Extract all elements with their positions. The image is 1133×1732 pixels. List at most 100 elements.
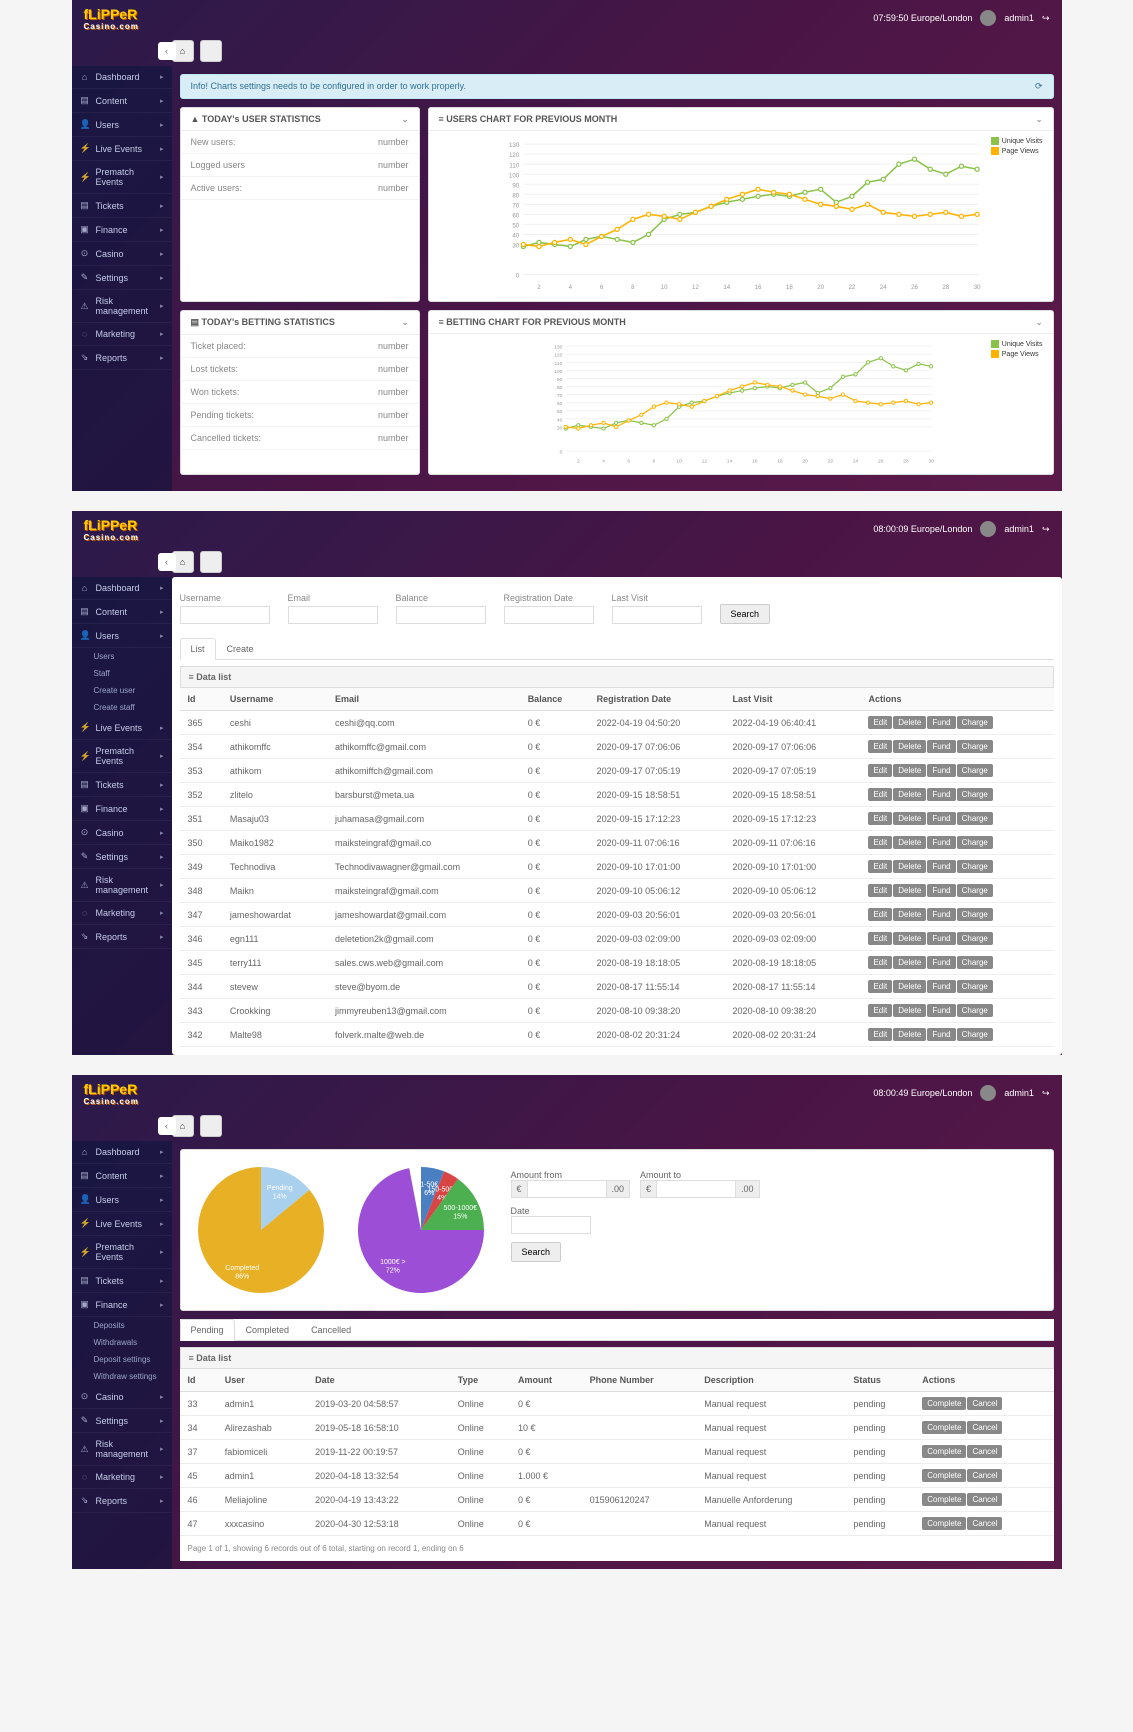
- fund-button[interactable]: Fund: [927, 764, 955, 777]
- col-header[interactable]: Amount: [510, 1369, 582, 1392]
- col-header[interactable]: Actions: [914, 1369, 1053, 1392]
- col-header[interactable]: Registration Date: [589, 688, 725, 711]
- nav-reports[interactable]: ⇘Reports▸: [72, 925, 172, 949]
- edit-button[interactable]: Edit: [868, 812, 892, 825]
- charge-button[interactable]: Charge: [957, 1004, 993, 1017]
- nav-marketing[interactable]: ◌Marketing▸: [72, 323, 172, 346]
- tab-cancelled[interactable]: Cancelled: [300, 1319, 362, 1340]
- cancel-button[interactable]: Cancel: [967, 1445, 1002, 1458]
- avatar-icon[interactable]: [980, 521, 996, 537]
- delete-button[interactable]: Delete: [893, 884, 926, 897]
- nav-content[interactable]: ▤Content▸: [72, 89, 172, 113]
- delete-button[interactable]: Delete: [893, 740, 926, 753]
- fund-button[interactable]: Fund: [927, 860, 955, 873]
- cancel-button[interactable]: Cancel: [967, 1469, 1002, 1482]
- nav-prematch-events[interactable]: ⚡Prematch Events▸: [72, 740, 172, 773]
- nav-sub-withdrawals[interactable]: Withdrawals: [72, 1334, 172, 1351]
- delete-button[interactable]: Delete: [893, 716, 926, 729]
- charge-button[interactable]: Charge: [957, 932, 993, 945]
- edit-button[interactable]: Edit: [868, 788, 892, 801]
- delete-button[interactable]: Delete: [893, 1004, 926, 1017]
- nav-sub-deposit-settings[interactable]: Deposit settings: [72, 1351, 172, 1368]
- sidebar-collapse[interactable]: ‹: [158, 553, 176, 571]
- cancel-button[interactable]: Cancel: [967, 1493, 1002, 1506]
- nav-finance[interactable]: ▣Finance▸: [72, 1293, 172, 1317]
- nav-marketing[interactable]: ◌Marketing▸: [72, 1466, 172, 1489]
- edit-button[interactable]: Edit: [868, 980, 892, 993]
- nav-prematch-events[interactable]: ⚡Prematch Events▸: [72, 1236, 172, 1269]
- search-button[interactable]: Search: [720, 604, 771, 624]
- charge-button[interactable]: Charge: [957, 860, 993, 873]
- nav-dashboard[interactable]: ⌂Dashboard▸: [72, 66, 172, 89]
- nav-users[interactable]: 👤Users▸: [72, 1188, 172, 1212]
- nav-content[interactable]: ▤Content▸: [72, 1164, 172, 1188]
- delete-button[interactable]: Delete: [893, 836, 926, 849]
- fund-button[interactable]: Fund: [927, 1004, 955, 1017]
- edit-button[interactable]: Edit: [868, 932, 892, 945]
- fund-button[interactable]: Fund: [927, 788, 955, 801]
- avatar-icon[interactable]: [980, 1085, 996, 1101]
- chevron-down-icon[interactable]: ⌄: [402, 115, 409, 124]
- edit-button[interactable]: Edit: [868, 860, 892, 873]
- edit-button[interactable]: Edit: [868, 884, 892, 897]
- nav-dashboard[interactable]: ⌂Dashboard▸: [72, 1141, 172, 1164]
- cancel-button[interactable]: Cancel: [967, 1517, 1002, 1530]
- edit-button[interactable]: Edit: [868, 1028, 892, 1041]
- fund-button[interactable]: Fund: [927, 836, 955, 849]
- nav-tickets[interactable]: ▤Tickets▸: [72, 1269, 172, 1293]
- delete-button[interactable]: Delete: [893, 980, 926, 993]
- complete-button[interactable]: Complete: [922, 1493, 966, 1506]
- delete-button[interactable]: Delete: [893, 932, 926, 945]
- logo[interactable]: fLiPPeRCasino.com: [84, 517, 139, 542]
- crumb-2[interactable]: [200, 1115, 222, 1137]
- charge-button[interactable]: Charge: [957, 812, 993, 825]
- edit-button[interactable]: Edit: [868, 956, 892, 969]
- nav-dashboard[interactable]: ⌂Dashboard▸: [72, 577, 172, 600]
- charge-button[interactable]: Charge: [957, 764, 993, 777]
- filter-email[interactable]: [288, 606, 378, 624]
- nav-sub-create-user[interactable]: Create user: [72, 682, 172, 699]
- nav-sub-withdraw-settings[interactable]: Withdraw settings: [72, 1368, 172, 1385]
- col-header[interactable]: Phone Number: [582, 1369, 697, 1392]
- col-header[interactable]: User: [217, 1369, 307, 1392]
- fund-button[interactable]: Fund: [927, 740, 955, 753]
- tab-completed[interactable]: Completed: [235, 1319, 301, 1340]
- charge-button[interactable]: Charge: [957, 836, 993, 849]
- edit-button[interactable]: Edit: [868, 740, 892, 753]
- logout-icon[interactable]: ↪: [1042, 524, 1050, 535]
- nav-settings[interactable]: ✎Settings▸: [72, 266, 172, 290]
- search-button[interactable]: Search: [511, 1242, 562, 1262]
- admin-name[interactable]: admin1: [1004, 13, 1034, 23]
- chevron-down-icon[interactable]: ⌄: [1036, 318, 1043, 327]
- nav-risk-management[interactable]: ⚠Risk management▸: [72, 869, 172, 902]
- nav-casino[interactable]: ⊙Casino▸: [72, 1385, 172, 1409]
- amount-to-input[interactable]: [656, 1180, 736, 1198]
- nav-reports[interactable]: ⇘Reports▸: [72, 346, 172, 370]
- logo[interactable]: fLiPPeRCasino.com: [84, 1081, 139, 1106]
- nav-tickets[interactable]: ▤Tickets▸: [72, 773, 172, 797]
- delete-button[interactable]: Delete: [893, 764, 926, 777]
- fund-button[interactable]: Fund: [927, 716, 955, 729]
- nav-risk-management[interactable]: ⚠Risk management▸: [72, 1433, 172, 1466]
- amount-from-input[interactable]: [527, 1180, 607, 1198]
- logout-icon[interactable]: ↪: [1042, 13, 1050, 24]
- fund-button[interactable]: Fund: [927, 812, 955, 825]
- charge-button[interactable]: Charge: [957, 1028, 993, 1041]
- crumb-2[interactable]: [200, 551, 222, 573]
- fund-button[interactable]: Fund: [927, 908, 955, 921]
- fund-button[interactable]: Fund: [927, 956, 955, 969]
- cancel-button[interactable]: Cancel: [967, 1397, 1002, 1410]
- fund-button[interactable]: Fund: [927, 980, 955, 993]
- charge-button[interactable]: Charge: [957, 740, 993, 753]
- edit-button[interactable]: Edit: [868, 836, 892, 849]
- delete-button[interactable]: Delete: [893, 812, 926, 825]
- tab-list[interactable]: List: [180, 638, 216, 660]
- chevron-down-icon[interactable]: ⌄: [402, 318, 409, 327]
- sidebar-collapse[interactable]: ‹: [158, 1117, 176, 1135]
- delete-button[interactable]: Delete: [893, 860, 926, 873]
- col-header[interactable]: Date: [307, 1369, 450, 1392]
- delete-button[interactable]: Delete: [893, 956, 926, 969]
- delete-button[interactable]: Delete: [893, 908, 926, 921]
- nav-users[interactable]: 👤Users▸: [72, 113, 172, 137]
- col-header[interactable]: Status: [845, 1369, 914, 1392]
